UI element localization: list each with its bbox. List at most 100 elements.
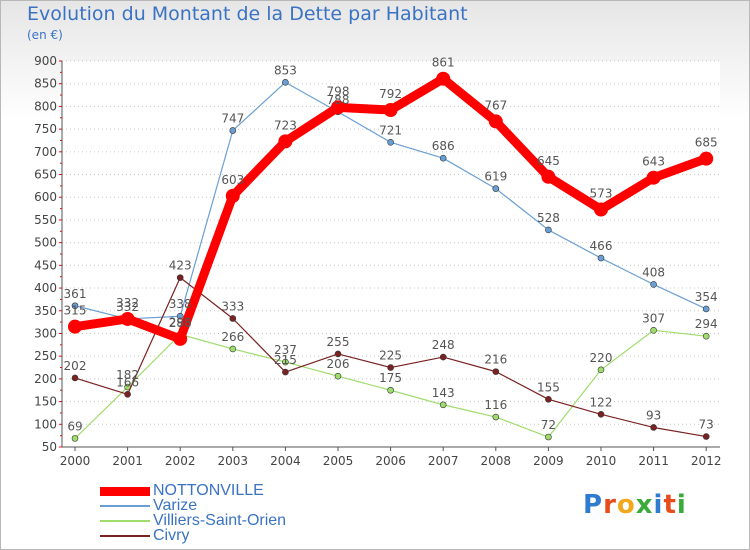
data-point	[492, 413, 500, 421]
data-point	[71, 374, 79, 382]
data-label: 248	[432, 338, 455, 352]
data-point	[282, 358, 289, 366]
data-point	[383, 103, 398, 118]
legend-label: Civry	[153, 527, 190, 544]
data-point	[71, 302, 79, 310]
y-tick-label: 350	[34, 304, 57, 318]
data-point	[387, 138, 394, 146]
data-label: 528	[537, 211, 560, 225]
y-tick-label: 650	[34, 168, 57, 182]
data-label: 361	[64, 287, 87, 301]
data-label: 685	[695, 136, 718, 150]
y-tick-label: 50	[42, 440, 57, 454]
data-label: 298	[169, 315, 192, 329]
data-label: 93	[646, 408, 661, 422]
data-point	[597, 411, 605, 418]
x-tick-label: 2009	[533, 454, 564, 468]
data-label: 792	[379, 87, 402, 101]
data-label: 237	[274, 343, 297, 357]
data-point	[439, 353, 447, 361]
legend-label: Varize	[153, 497, 198, 514]
data-point	[173, 331, 188, 346]
data-label: 122	[590, 395, 613, 409]
data-label: 354	[695, 290, 718, 304]
x-tick-label: 2007	[428, 454, 459, 468]
data-label: 215	[274, 353, 297, 367]
data-point	[488, 114, 503, 129]
data-label: 645	[537, 154, 560, 168]
data-label: 747	[221, 111, 244, 125]
logo-letter: t	[663, 490, 677, 520]
data-point	[229, 315, 237, 322]
data-point	[646, 170, 661, 185]
legend-swatch	[100, 535, 150, 537]
data-point	[699, 151, 714, 166]
data-label: 861	[432, 56, 455, 70]
data-point	[545, 226, 552, 234]
data-point	[282, 368, 289, 376]
data-point	[492, 185, 500, 192]
data-point	[120, 311, 135, 326]
data-label: 307	[642, 311, 665, 325]
data-label: 721	[379, 123, 402, 137]
y-tick-label: 400	[34, 281, 57, 295]
y-tick-label: 100	[34, 417, 57, 431]
data-label: 294	[695, 317, 718, 331]
y-tick-label: 450	[34, 258, 57, 272]
data-label: 686	[432, 139, 455, 153]
y-tick-label: 800	[34, 99, 57, 113]
data-label: 175	[379, 371, 402, 385]
data-label: 116	[484, 398, 507, 412]
data-point	[436, 71, 451, 86]
data-label: 423	[169, 259, 192, 273]
data-point	[229, 345, 237, 353]
chart-title: Evolution du Montant de la Dette par Hab…	[27, 3, 468, 25]
x-tick-label: 2004	[270, 454, 301, 468]
y-tick-label: 250	[34, 349, 57, 363]
y-tick-label: 550	[34, 213, 57, 227]
data-label: 315	[64, 304, 87, 318]
data-point	[334, 372, 342, 380]
data-point	[176, 274, 184, 281]
data-point	[176, 312, 184, 320]
data-label: 73	[699, 418, 714, 432]
data-label: 332	[116, 300, 139, 314]
data-point	[492, 368, 500, 375]
data-label: 206	[327, 357, 350, 371]
logo-letter: o	[616, 490, 636, 520]
logo-letter: i	[653, 490, 664, 520]
x-tick-label: 2012	[691, 454, 722, 468]
logo-letter: P	[583, 490, 604, 520]
data-point	[439, 401, 447, 409]
data-point	[650, 424, 657, 431]
x-tick-label: 2006	[375, 454, 406, 468]
data-point	[71, 435, 79, 442]
data-label: 332	[116, 296, 139, 310]
logo-letter: x	[635, 490, 654, 520]
data-point	[541, 169, 556, 184]
data-label: 202	[64, 359, 87, 373]
data-point	[702, 433, 710, 440]
data-point	[597, 254, 605, 262]
data-label: 225	[379, 349, 402, 363]
data-point	[702, 332, 710, 340]
data-point	[439, 154, 447, 162]
data-label: 72	[541, 418, 556, 432]
data-label: 288	[169, 316, 192, 330]
y-tick-label: 700	[34, 145, 57, 159]
data-label: 182	[116, 368, 139, 382]
data-label: 603	[221, 173, 244, 187]
y-tick-label: 750	[34, 122, 57, 136]
data-label: 166	[116, 375, 139, 389]
data-point	[331, 100, 345, 115]
proxiti-logo: Proxiti	[583, 490, 687, 520]
data-point	[545, 433, 552, 441]
plot-area	[62, 61, 720, 447]
y-tick-label: 150	[34, 395, 57, 409]
data-label: 798	[327, 84, 350, 98]
x-tick-label: 2003	[218, 454, 249, 468]
chart-subtitle: (en €)	[27, 28, 63, 42]
data-point	[387, 386, 394, 394]
data-label: 619	[484, 170, 507, 184]
